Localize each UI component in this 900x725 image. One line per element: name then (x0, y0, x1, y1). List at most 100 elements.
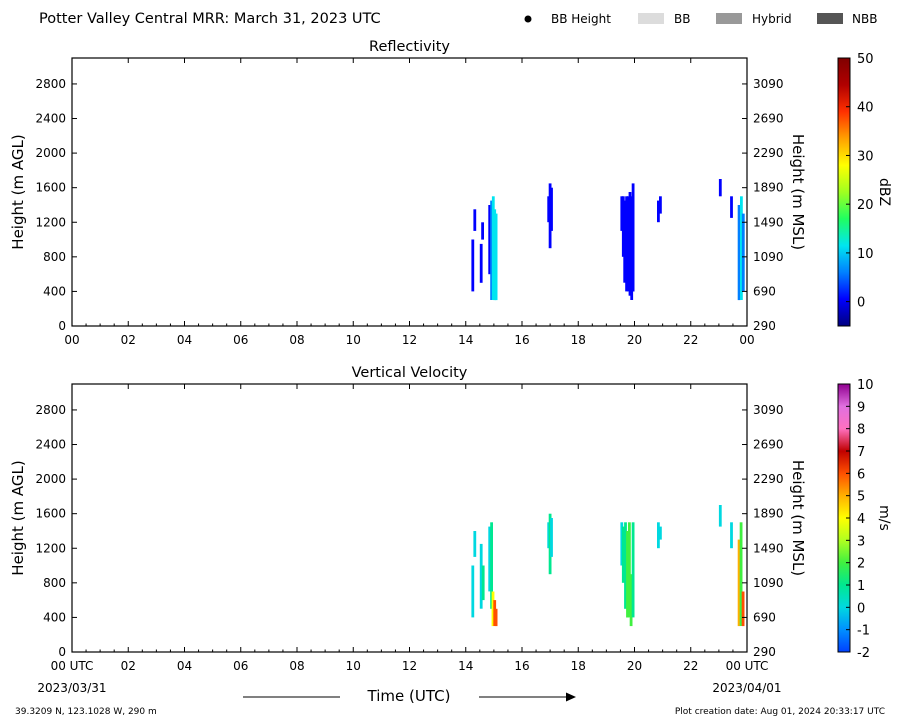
y-tick-label-right: 690 (753, 284, 776, 298)
colorbar-tick-label: 1 (857, 579, 865, 594)
data-segment (550, 518, 553, 557)
x-tick-label: 00 UTC (51, 659, 94, 673)
data-segment (490, 200, 493, 300)
data-segment (718, 179, 722, 197)
data-segment (493, 209, 497, 301)
data-segment (630, 196, 634, 300)
x-tick-label: 00 (64, 333, 79, 347)
y-tick-label-right: 290 (753, 645, 776, 659)
data-segment (550, 187, 553, 231)
reflectivity-title: Reflectivity (369, 39, 450, 55)
data-segment (621, 526, 625, 583)
data-segment (547, 196, 551, 223)
x-tick-label: 08 (289, 333, 304, 347)
hybrid-swatch (716, 13, 742, 24)
reflectivity-colorbar-label: dBZ (876, 178, 892, 206)
y-tick-label-right: 1090 (753, 576, 784, 590)
data-segment (624, 522, 627, 609)
colorbar-tick-label: 5 (857, 490, 865, 505)
data-segment (620, 196, 624, 231)
x-tick-label: 02 (121, 333, 136, 347)
y-tick-label-left: 800 (43, 576, 66, 590)
colorbar-tick-label: 9 (857, 400, 865, 415)
colorbar-tick-label: 50 (857, 52, 874, 67)
y-tick-label-left: 2000 (35, 472, 66, 486)
data-segment (629, 574, 633, 627)
data-segment (625, 196, 628, 292)
x-tick-label: 00 UTC (726, 659, 769, 673)
x-tick-label: 18 (571, 659, 586, 673)
data-segment (628, 522, 631, 618)
data-segment (488, 205, 492, 275)
hybrid-label: Hybrid (752, 12, 792, 26)
data-segment (657, 522, 660, 549)
colorbar-tick-label: 8 (857, 423, 865, 438)
colorbar-tick-label: 6 (857, 467, 865, 482)
y-tick-label-right: 1490 (753, 215, 784, 229)
x-tick-label: 06 (233, 659, 248, 673)
data-segment (740, 196, 743, 300)
data-segment (471, 565, 475, 618)
data-segment (741, 591, 745, 627)
x-tick-label: 12 (402, 659, 417, 673)
data-segment (491, 591, 495, 627)
x-tick-label: 14 (458, 333, 473, 347)
y-tick-label-right: 2290 (753, 146, 784, 160)
data-segment (657, 200, 660, 223)
data-segment (659, 526, 662, 540)
data-segment (623, 200, 627, 283)
y-tick-label-right: 2690 (753, 112, 784, 126)
data-segment (659, 196, 662, 214)
y-tick-label-left: 2000 (35, 146, 66, 160)
reflectivity-ylabel-left: Height (m AGL) (9, 134, 27, 249)
nbb-swatch (817, 13, 843, 24)
data-segment (479, 543, 483, 609)
y-tick-label-left: 1600 (35, 507, 66, 521)
colorbar-tick-label: -2 (857, 646, 870, 661)
y-tick-label-left: 1600 (35, 181, 66, 195)
y-tick-label-left: 0 (58, 319, 66, 333)
y-tick-label-left: 800 (43, 250, 66, 264)
vertical-velocity-colorbar-label: m/s (876, 505, 892, 531)
data-segment (737, 205, 741, 301)
y-tick-label-right: 2690 (753, 438, 784, 452)
vertical-velocity-plot-frame (71, 383, 748, 653)
bb-height-label: BB Height (551, 12, 611, 26)
y-tick-label-right: 3090 (753, 403, 784, 417)
colorbar-tick-label: -1 (857, 624, 870, 639)
reflectivity-segments (471, 179, 745, 301)
reflectivity-plot-frame (71, 57, 748, 327)
colorbar-tick-label: 40 (857, 101, 874, 116)
data-segment (730, 522, 733, 549)
y-tick-label-left: 2800 (35, 403, 66, 417)
y-tick-label-left: 1200 (35, 541, 66, 555)
reflectivity-ticks: 00 02 04 06 08 10 12 14 16 18 20 22 0004008001200160… (35, 58, 784, 347)
colorbar-tick-label: 0 (857, 601, 865, 616)
y-tick-label-right: 1490 (753, 541, 784, 555)
bb-swatch (638, 13, 664, 24)
x-tick-label: 02 (121, 659, 136, 673)
data-segment (626, 196, 630, 292)
data-segment (741, 213, 745, 292)
time-arrow-head (566, 692, 576, 702)
vertical-velocity-ylabel-right: Height (m MSL) (789, 460, 807, 576)
colorbar-tick-label: 0 (857, 296, 865, 311)
data-segment (479, 243, 483, 283)
nbb-label: NBB (852, 12, 877, 26)
y-tick-label-right: 3090 (753, 77, 784, 91)
data-segment (494, 213, 498, 301)
data-segment (730, 196, 733, 218)
x-tick-label: 20 (627, 333, 642, 347)
x-tick-label: 22 (683, 333, 698, 347)
vertical-velocity-segments (471, 505, 745, 627)
data-segment (631, 522, 635, 618)
reflectivity-panel: Reflectivity 00 02 04 06 08 10 12 14 16 18 20 22 000… (9, 39, 892, 347)
bb-height-marker (524, 15, 532, 23)
data-segment (626, 531, 629, 618)
y-tick-label-right: 290 (753, 319, 776, 333)
x-tick-label: 16 (514, 333, 529, 347)
data-segment (473, 531, 477, 557)
vertical-velocity-colorbar-ticks: -2 -1 0 1 2 3 4 5 6 7 8 9 10 (846, 378, 874, 661)
colorbar-tick-label: 4 (857, 512, 865, 527)
